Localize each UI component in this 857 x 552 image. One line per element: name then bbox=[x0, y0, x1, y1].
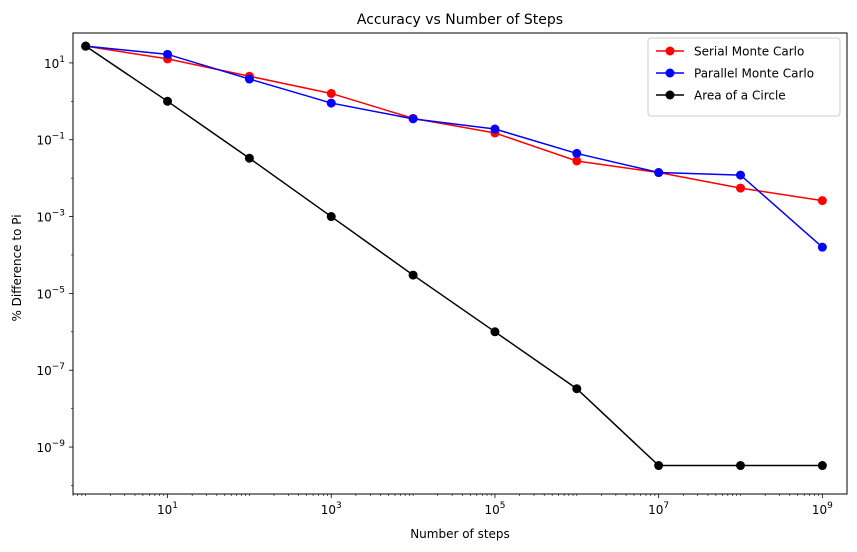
data-point bbox=[817, 461, 827, 471]
data-point bbox=[81, 41, 91, 51]
x-tick-label-base: 10 bbox=[157, 503, 172, 517]
legend-swatch-marker bbox=[665, 68, 675, 78]
x-axis-label: Number of steps bbox=[410, 527, 510, 541]
series-line bbox=[85, 45, 823, 467]
data-point bbox=[408, 270, 418, 280]
data-point bbox=[326, 212, 336, 222]
y-tick-label-exponent: −1 bbox=[52, 132, 65, 142]
x-tick-label-exponent: 7 bbox=[663, 501, 669, 511]
y-tick-label: 10−3 bbox=[36, 209, 65, 225]
y-tick-label: 10−5 bbox=[36, 285, 65, 301]
y-tick-label-base: 10 bbox=[36, 211, 51, 225]
y-tick-label-base: 10 bbox=[36, 364, 51, 378]
data-point bbox=[163, 49, 173, 59]
plot-area: 101 103 105 107 10910110−110−310−510−710−9Se… bbox=[36, 37, 841, 517]
y-tick-label: 10−7 bbox=[36, 362, 65, 378]
data-point bbox=[163, 96, 173, 106]
data-point bbox=[490, 124, 500, 134]
y-tick-label-exponent: −9 bbox=[52, 439, 66, 449]
y-tick-label: 10−9 bbox=[36, 439, 65, 455]
data-point bbox=[244, 153, 254, 163]
data-point bbox=[817, 196, 827, 206]
data-point bbox=[326, 88, 336, 98]
y-tick-label-base: 10 bbox=[36, 134, 51, 148]
y-tick-label-exponent: −7 bbox=[52, 362, 65, 372]
x-tick-label-base: 10 bbox=[812, 503, 827, 517]
data-point bbox=[817, 242, 827, 252]
y-tick-label-exponent: −3 bbox=[52, 209, 65, 219]
x-tick-label: 109 bbox=[812, 501, 833, 517]
plot-frame bbox=[72, 32, 848, 495]
y-tick-label-exponent: 1 bbox=[59, 55, 65, 65]
legend-label: Serial Monte Carlo bbox=[694, 45, 804, 59]
data-point bbox=[736, 170, 746, 180]
data-point bbox=[572, 156, 582, 166]
series-line bbox=[85, 45, 823, 202]
x-tick-label-base: 10 bbox=[648, 503, 663, 517]
data-point bbox=[490, 327, 500, 337]
x-tick-label-exponent: 3 bbox=[336, 501, 342, 511]
data-point bbox=[736, 183, 746, 193]
data-point bbox=[572, 148, 582, 158]
data-point bbox=[736, 461, 746, 471]
y-tick-label: 10−1 bbox=[36, 132, 65, 148]
data-point bbox=[326, 98, 336, 108]
x-tick-label: 101 bbox=[157, 501, 178, 517]
x-tick-label-exponent: 9 bbox=[827, 501, 833, 511]
x-tick-label-exponent: 1 bbox=[172, 501, 178, 511]
y-axis-label: % Difference to Pi bbox=[10, 214, 24, 321]
data-point bbox=[654, 168, 664, 178]
legend-swatch-marker bbox=[665, 90, 675, 100]
data-point bbox=[572, 384, 582, 394]
y-tick-label-base: 10 bbox=[36, 287, 51, 301]
legend-box bbox=[647, 37, 841, 117]
legend-label: Area of a Circle bbox=[694, 89, 786, 103]
legend-swatch-marker bbox=[665, 46, 675, 56]
y-tick-label-exponent: −5 bbox=[52, 285, 65, 295]
x-tick-label: 105 bbox=[484, 501, 505, 517]
x-tick-label-exponent: 5 bbox=[500, 501, 506, 511]
data-point bbox=[408, 114, 418, 124]
x-tick-label: 107 bbox=[648, 501, 669, 517]
data-point bbox=[654, 461, 664, 471]
data-point bbox=[244, 74, 254, 84]
legend-label: Parallel Monte Carlo bbox=[694, 67, 814, 81]
y-tick-label: 101 bbox=[44, 55, 65, 71]
y-tick-label-base: 10 bbox=[44, 57, 59, 71]
x-tick-label: 103 bbox=[321, 501, 342, 517]
y-tick-label-base: 10 bbox=[36, 441, 51, 455]
series-line bbox=[85, 45, 823, 248]
chart-title: Accuracy vs Number of Steps bbox=[357, 12, 563, 28]
x-tick-label-base: 10 bbox=[321, 503, 336, 517]
legend: Serial Monte Carlo Parallel Monte Carlo Ar… bbox=[647, 37, 841, 117]
x-tick-label-base: 10 bbox=[484, 503, 499, 517]
